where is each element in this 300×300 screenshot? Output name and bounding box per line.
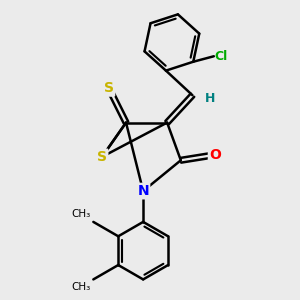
Text: S: S (97, 150, 107, 164)
Text: O: O (209, 148, 221, 162)
Text: S: S (104, 81, 114, 95)
Text: Cl: Cl (214, 50, 228, 63)
Text: CH₃: CH₃ (71, 209, 91, 219)
Text: N: N (137, 184, 149, 198)
Text: CH₃: CH₃ (71, 282, 91, 292)
Text: H: H (205, 92, 215, 105)
